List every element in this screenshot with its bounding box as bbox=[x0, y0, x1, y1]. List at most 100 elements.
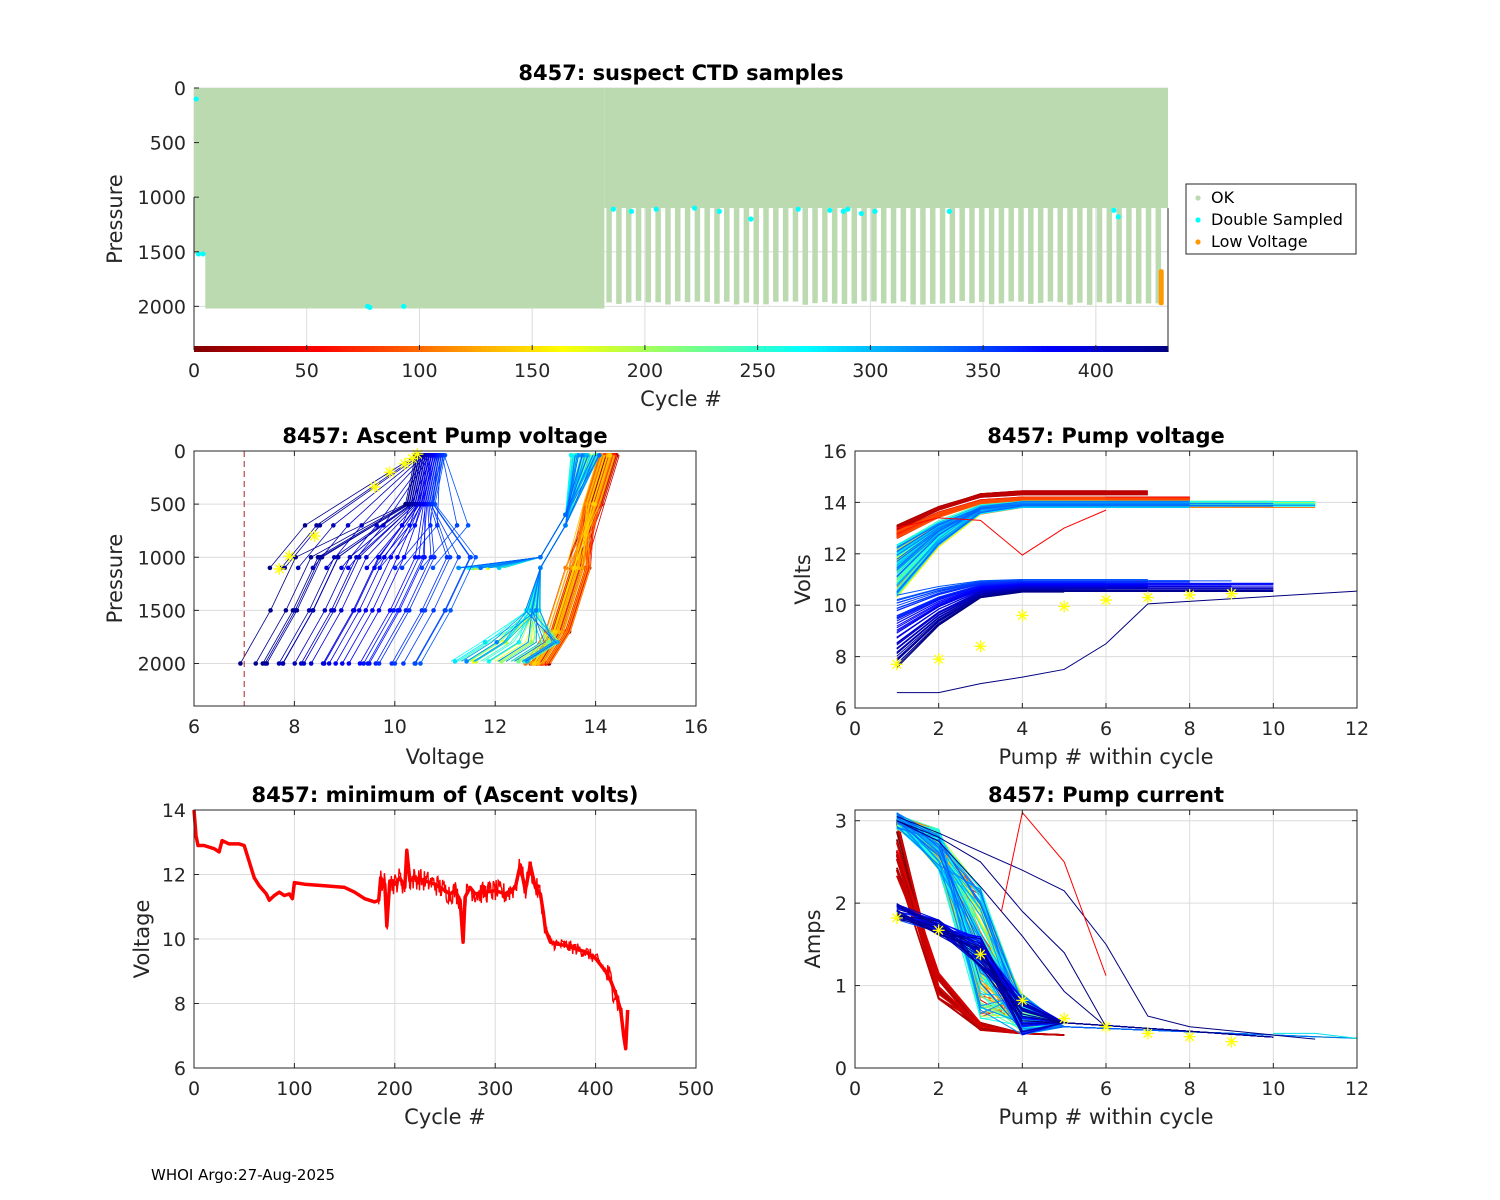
ok-profile-bar bbox=[724, 208, 730, 302]
colorbar-segment bbox=[340, 346, 346, 352]
colorbar-segment bbox=[203, 346, 210, 352]
y-tick-label: 8 bbox=[835, 647, 847, 669]
colorbar-segment bbox=[982, 346, 989, 352]
profile-point bbox=[473, 554, 478, 560]
x-tick-label: 500 bbox=[678, 1078, 714, 1100]
colorbar-segment bbox=[710, 346, 716, 352]
profile-point bbox=[456, 554, 461, 560]
colorbar-segment bbox=[306, 346, 312, 352]
profile-point bbox=[403, 501, 408, 507]
colorbar bbox=[194, 346, 1169, 352]
colorbar-segment bbox=[953, 346, 960, 352]
double-sampled-point bbox=[367, 304, 373, 311]
colorbar-segment bbox=[573, 346, 580, 352]
y-tick-label: 10 bbox=[162, 929, 186, 951]
colorbar-segment bbox=[1065, 346, 1072, 352]
y-tick-label: 1 bbox=[835, 976, 847, 998]
colorbar-segment bbox=[900, 346, 906, 352]
x-tick-label: 10 bbox=[1261, 718, 1285, 740]
data-layer bbox=[238, 448, 620, 706]
colorbar-segment bbox=[325, 346, 331, 352]
profile-point bbox=[283, 608, 289, 613]
colorbar-segment bbox=[1060, 346, 1067, 352]
pump-current-line bbox=[896, 816, 1065, 1028]
colorbar-segment bbox=[466, 346, 473, 352]
chart-title: 8457: minimum of (Ascent volts) bbox=[251, 783, 638, 807]
y-axis-label: Amps bbox=[801, 909, 825, 968]
colorbar-segment bbox=[773, 346, 779, 352]
colorbar-segment bbox=[705, 346, 711, 352]
colorbar-segment bbox=[793, 346, 799, 352]
colorbar-segment bbox=[267, 346, 273, 352]
profile-point bbox=[319, 554, 325, 560]
colorbar-segment bbox=[1080, 346, 1086, 352]
ok-profile-bar bbox=[1047, 208, 1054, 302]
axes: 6 8 10 12 14 16 0 500 1000 1500 2000 8457: Ascent P… bbox=[103, 424, 708, 769]
colorbar-segment bbox=[1021, 346, 1028, 352]
colorbar-segment bbox=[905, 346, 911, 352]
axes: 0 2 4 6 8 10 12 6 8 10 12 14 16 8457: Pump voltage Pum… bbox=[791, 424, 1369, 769]
double-sampled-point bbox=[610, 206, 616, 212]
colorbar-segment bbox=[218, 346, 224, 352]
colorbar-segment bbox=[763, 346, 770, 352]
double-sampled-point bbox=[193, 96, 199, 102]
star-marker bbox=[1183, 1030, 1196, 1043]
colorbar-segment bbox=[194, 346, 200, 352]
y-tick-label: 6 bbox=[174, 1058, 186, 1080]
double-sampled-point bbox=[827, 207, 833, 213]
colorbar-segment bbox=[914, 346, 921, 352]
legend-entry: Low Voltage bbox=[1211, 232, 1308, 251]
profile-point bbox=[253, 661, 259, 666]
profile-point bbox=[276, 661, 282, 666]
colorbar-segment bbox=[437, 346, 443, 352]
ok-profile-bar bbox=[812, 208, 818, 304]
ok-profile-bar bbox=[1135, 208, 1142, 304]
y-tick-label: 0 bbox=[174, 78, 186, 100]
double-sampled-point bbox=[195, 251, 202, 257]
colorbar-segment bbox=[213, 346, 219, 352]
profile-point bbox=[339, 565, 344, 571]
y-tick-label: 16 bbox=[823, 441, 847, 463]
star-marker bbox=[1016, 609, 1029, 622]
y-tick-label: 2 bbox=[835, 893, 847, 915]
colorbar-segment bbox=[505, 346, 512, 352]
ok-profile-bar bbox=[1008, 208, 1014, 302]
colorbar-segment bbox=[491, 346, 497, 352]
double-sampled-point bbox=[946, 208, 952, 214]
x-tick-label: 0 bbox=[188, 360, 200, 382]
profile-point bbox=[338, 608, 344, 613]
profile-point bbox=[376, 608, 382, 613]
colorbar-segment bbox=[622, 346, 629, 352]
colorbar-segment bbox=[301, 346, 307, 352]
profile-point bbox=[326, 661, 332, 666]
colorbar-segment bbox=[393, 346, 400, 352]
star-marker bbox=[1100, 1020, 1112, 1033]
colorbar-segment bbox=[856, 346, 862, 352]
colorbar-segment bbox=[1119, 346, 1125, 352]
x-tick-label: 10 bbox=[383, 716, 407, 738]
x-tick-label: 6 bbox=[188, 716, 200, 738]
colorbar-segment bbox=[564, 346, 570, 352]
colorbar-segment bbox=[841, 346, 848, 352]
ok-profile-bar bbox=[1155, 208, 1162, 304]
colorbar-segment bbox=[700, 346, 706, 352]
data-layer bbox=[192, 809, 630, 1051]
colorbar-segment bbox=[452, 346, 458, 352]
colorbar-segment bbox=[885, 346, 892, 352]
profile-point bbox=[294, 608, 300, 613]
colorbar-segment bbox=[987, 346, 994, 352]
colorbar-segment bbox=[939, 346, 945, 352]
ok-profile-bar bbox=[1057, 208, 1064, 303]
colorbar-segment bbox=[836, 346, 843, 352]
colorbar-segment bbox=[797, 346, 804, 352]
y-axis-label: Volts bbox=[791, 554, 815, 605]
profile-line bbox=[547, 455, 605, 664]
colorbar-segment bbox=[1085, 346, 1091, 352]
profile-point bbox=[482, 639, 488, 645]
colorbar-segment bbox=[510, 346, 517, 352]
double-sampled-point bbox=[1111, 207, 1117, 213]
colorbar-segment bbox=[1099, 346, 1106, 352]
colorbar-segment bbox=[413, 346, 419, 352]
